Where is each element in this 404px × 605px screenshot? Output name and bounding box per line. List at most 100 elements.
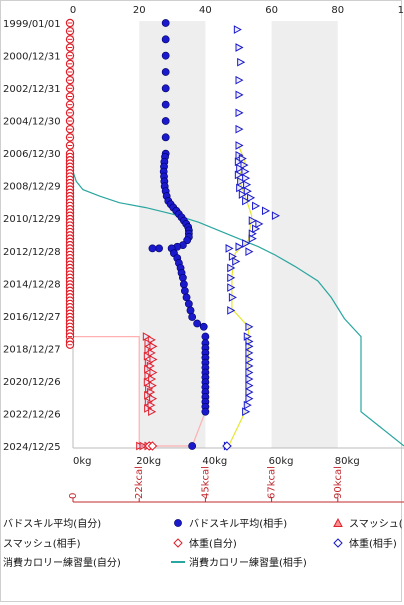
series-1-point-6 bbox=[161, 117, 170, 125]
date-tick-label: 2012/12/28 bbox=[3, 247, 61, 258]
top-tick-label: 0 bbox=[70, 5, 76, 16]
series-3-point-18 bbox=[236, 183, 245, 193]
series-3-point-42 bbox=[245, 322, 254, 332]
series-3-point-11 bbox=[240, 160, 249, 170]
series-5-point-0 bbox=[222, 441, 232, 451]
top-tick-label: 20 bbox=[133, 5, 146, 16]
series-2-point-18 bbox=[144, 391, 153, 400]
series-2-point-22 bbox=[144, 404, 153, 413]
date-tick-label: 1999/01/01 bbox=[3, 19, 61, 30]
legend-entry-6: 消費カロリー練習量(自分) bbox=[3, 556, 121, 569]
top-tick-label: 60 bbox=[265, 5, 278, 16]
shaded-band-1 bbox=[271, 21, 338, 448]
legend-label: スマッシュ(自 bbox=[349, 517, 404, 530]
top-tick-label: 80 bbox=[331, 5, 344, 16]
legend-entry-7: 消費カロリー練習量(相手) bbox=[171, 556, 307, 569]
date-tick-label: 2024/12/25 bbox=[3, 442, 61, 453]
series-1-point-4 bbox=[161, 84, 170, 93]
series-1-point-30 bbox=[183, 236, 192, 245]
series-3-point-2 bbox=[237, 57, 246, 67]
series-0-point-7 bbox=[65, 75, 75, 85]
series-0-point-0 bbox=[65, 18, 75, 28]
series-3-point-5 bbox=[235, 108, 244, 118]
date-tick-label: 2018/12/27 bbox=[3, 344, 61, 355]
legend-entry-5: 体重(相手) bbox=[333, 537, 397, 550]
series-1-point-65 bbox=[201, 407, 210, 416]
calorie-tick-label: 0 bbox=[68, 493, 79, 499]
series-3-point-30 bbox=[248, 234, 257, 243]
date-tick-label: 2006/12/30 bbox=[3, 149, 61, 160]
series-3-point-7 bbox=[235, 141, 244, 150]
series-3-point-31 bbox=[242, 239, 251, 248]
series-1-point-2 bbox=[161, 51, 170, 60]
series-3-point-14 bbox=[234, 170, 243, 180]
series-0-point-74 bbox=[65, 340, 75, 349]
series-3-point-26 bbox=[248, 216, 257, 225]
series-2-point-14 bbox=[143, 377, 152, 387]
series-1-point-45 bbox=[184, 300, 193, 308]
series-1-point-7 bbox=[161, 133, 170, 142]
kg-tick-label: 0kg bbox=[73, 456, 92, 467]
calorie-tick-label: 22kcal bbox=[134, 466, 145, 499]
date-tick-label: 2004/12/30 bbox=[3, 117, 61, 128]
series-3-point-47 bbox=[245, 355, 254, 364]
series-3-point-20 bbox=[238, 190, 247, 199]
series-3-point-36 bbox=[232, 257, 241, 266]
series-2-point-13 bbox=[148, 374, 157, 384]
date-tick-label: 2016/12/27 bbox=[3, 312, 61, 323]
series-1-point-42 bbox=[179, 280, 188, 289]
legend-entry-1: バドスキル平均(相手) bbox=[174, 517, 287, 530]
series-3-point-12 bbox=[236, 164, 245, 173]
series-3-point-38 bbox=[227, 273, 236, 283]
series-3-point-37 bbox=[227, 263, 236, 273]
legend-label: 消費カロリー練習量(相手) bbox=[189, 556, 307, 569]
series-0-point-3 bbox=[65, 43, 75, 52]
series-1-point-34 bbox=[155, 244, 163, 253]
series-0-point-5 bbox=[65, 59, 75, 69]
legend-marker-swatch bbox=[174, 519, 182, 527]
legend-marker-swatch bbox=[333, 517, 343, 527]
series-3-point-19 bbox=[243, 186, 252, 196]
legend-label: 体重(相手) bbox=[349, 537, 397, 550]
series-3-point-27 bbox=[255, 219, 264, 229]
series-1-point-47 bbox=[188, 313, 197, 321]
date-tick-label: 2014/12/28 bbox=[3, 279, 61, 290]
series-2-point-2 bbox=[144, 338, 153, 348]
series-3-point-45 bbox=[245, 342, 254, 351]
series-3-point-17 bbox=[243, 180, 252, 190]
series-3-point-9 bbox=[238, 154, 247, 163]
series-3-point-16 bbox=[237, 177, 246, 186]
legend-marker-swatch bbox=[333, 538, 343, 548]
series-1-point-35 bbox=[148, 244, 157, 253]
kg-tick-label: 80kg bbox=[335, 456, 360, 467]
date-tick-label: 2002/12/31 bbox=[3, 84, 61, 95]
series-3-point-48 bbox=[245, 361, 254, 371]
series-2-point-5 bbox=[147, 348, 156, 358]
legend-entry-2: スマッシュ(自 bbox=[333, 517, 404, 530]
series-1-point-48 bbox=[193, 319, 202, 328]
legend-entry-0: バドスキル平均(自分) bbox=[3, 517, 101, 530]
calorie-axis: 0 22kcal 45kcal 67kcal 90kcal bbox=[68, 466, 404, 503]
series-0-point-1 bbox=[65, 26, 75, 36]
series-4-point-1 bbox=[147, 441, 158, 451]
series-3-point-51 bbox=[245, 381, 254, 390]
series-1-point-46 bbox=[186, 306, 195, 315]
series-3-point-13 bbox=[241, 167, 250, 176]
series-2-point-15 bbox=[148, 381, 157, 390]
date-tick-label: 2008/12/29 bbox=[3, 182, 61, 193]
series-1-point-49 bbox=[199, 322, 208, 331]
top-axis: 0 20 40 60 80 10 bbox=[70, 5, 404, 16]
series-2-point-1 bbox=[147, 335, 156, 345]
series-3-point-53 bbox=[245, 394, 254, 403]
series-2-point-23 bbox=[148, 407, 157, 417]
series-2-point-25 bbox=[139, 441, 148, 451]
series-1-point-41 bbox=[178, 273, 187, 282]
series-markers bbox=[65, 18, 280, 451]
series-2-point-11 bbox=[149, 368, 158, 377]
series-0-point-4 bbox=[65, 51, 75, 60]
series-3-point-49 bbox=[245, 368, 254, 377]
series-1-point-66 bbox=[188, 442, 197, 450]
series-3-point-25 bbox=[271, 211, 280, 221]
series-1-point-0 bbox=[161, 19, 170, 27]
calorie-tick-label: 45kcal bbox=[200, 466, 211, 499]
